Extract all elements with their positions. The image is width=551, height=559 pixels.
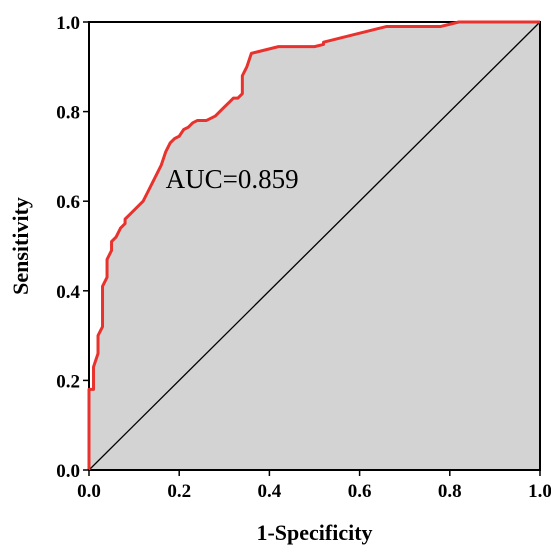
- roc-curve: [87, 20, 540, 470]
- x-tick-label: 0.4: [258, 481, 282, 502]
- y-axis-label: Sensitivity: [8, 197, 33, 295]
- y-tick-label: 0.2: [56, 371, 80, 392]
- y-tick-label: 0.8: [56, 103, 80, 124]
- y-tick-label: 0.0: [56, 461, 80, 482]
- plot-frame: [88, 21, 541, 471]
- y-tick-label: 0.4: [56, 282, 80, 303]
- x-tick-label: 0.2: [167, 481, 191, 502]
- x-axis-label: 1-Specificity: [256, 520, 372, 545]
- x-tick-label: 0.8: [438, 481, 462, 502]
- y-tick-label: 0.6: [56, 192, 80, 213]
- x-tick-label: 1.0: [528, 481, 551, 502]
- x-tick-label: 0.6: [348, 481, 372, 502]
- x-tick-label: 0.0: [77, 481, 101, 502]
- y-tick-label: 1.0: [56, 13, 80, 34]
- reference-line: [88, 21, 541, 471]
- auc-annotation: AUC=0.859: [166, 164, 299, 194]
